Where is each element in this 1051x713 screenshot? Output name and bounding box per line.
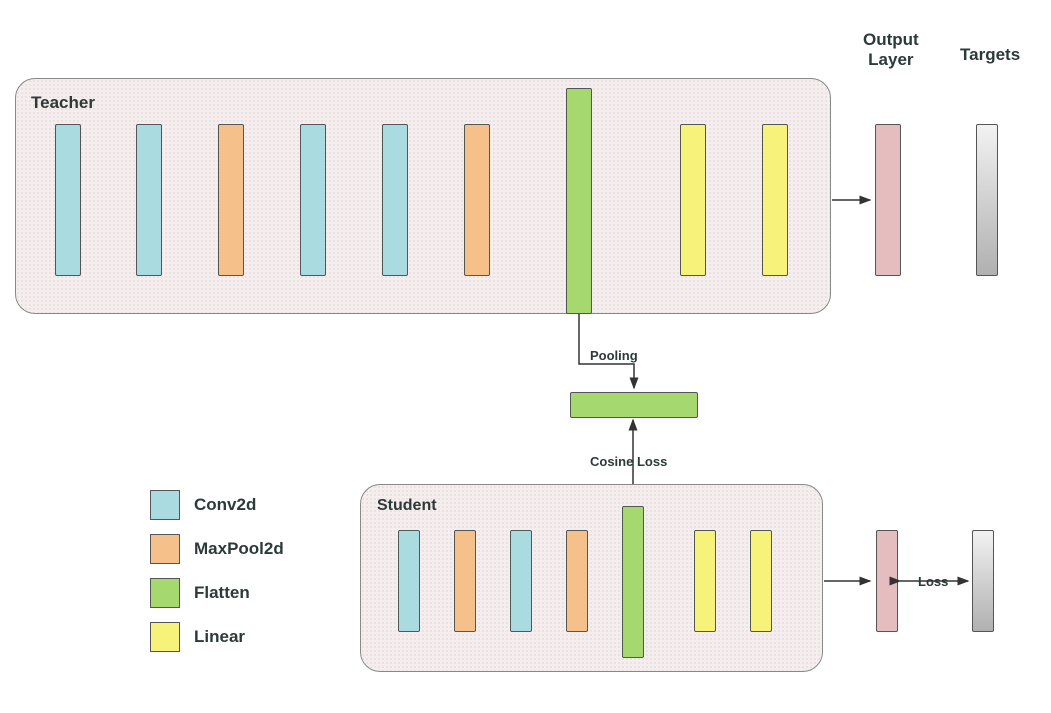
pooling-label: Pooling: [590, 348, 638, 363]
student-layer-5-linear: [694, 530, 716, 632]
output-layer-header: OutputLayer: [863, 30, 919, 70]
legend-item-conv2d: Conv2d: [150, 490, 284, 520]
student-output-layer: [876, 530, 898, 632]
cosine-loss-label: Cosine Loss: [590, 454, 667, 469]
legend-swatch-maxpool2d: [150, 534, 180, 564]
student-layer-6-linear: [750, 530, 772, 632]
legend-label-flatten: Flatten: [194, 583, 250, 603]
student-layer-1-maxpool2d: [454, 530, 476, 632]
legend-label-maxpool2d: MaxPool2d: [194, 539, 284, 559]
teacher-layer-3-conv2d: [300, 124, 326, 276]
legend-label-conv2d: Conv2d: [194, 495, 256, 515]
pooling-block: [570, 392, 698, 418]
teacher-layer-1-conv2d: [136, 124, 162, 276]
legend-label-linear: Linear: [194, 627, 245, 647]
teacher-label: Teacher: [31, 93, 95, 113]
loss-label: Loss: [918, 574, 948, 589]
teacher-output-layer: [875, 124, 901, 276]
legend-swatch-conv2d: [150, 490, 180, 520]
student-layer-0-conv2d: [398, 530, 420, 632]
legend-item-maxpool2d: MaxPool2d: [150, 534, 284, 564]
legend-swatch-flatten: [150, 578, 180, 608]
student-label: Student: [377, 497, 437, 515]
legend: Conv2d MaxPool2d Flatten Linear: [150, 490, 284, 666]
teacher-layer-8-linear: [762, 124, 788, 276]
student-layer-4-flatten: [622, 506, 644, 658]
teacher-targets-layer: [976, 124, 998, 276]
teacher-layer-2-maxpool2d: [218, 124, 244, 276]
teacher-layer-0-conv2d: [55, 124, 81, 276]
legend-swatch-linear: [150, 622, 180, 652]
student-layer-3-maxpool2d: [566, 530, 588, 632]
teacher-layer-6-flatten: [566, 88, 592, 314]
teacher-layer-7-linear: [680, 124, 706, 276]
legend-item-linear: Linear: [150, 622, 284, 652]
targets-header: Targets: [960, 45, 1020, 65]
teacher-layer-4-conv2d: [382, 124, 408, 276]
legend-item-flatten: Flatten: [150, 578, 284, 608]
teacher-layer-5-maxpool2d: [464, 124, 490, 276]
student-layer-2-conv2d: [510, 530, 532, 632]
student-targets-layer: [972, 530, 994, 632]
